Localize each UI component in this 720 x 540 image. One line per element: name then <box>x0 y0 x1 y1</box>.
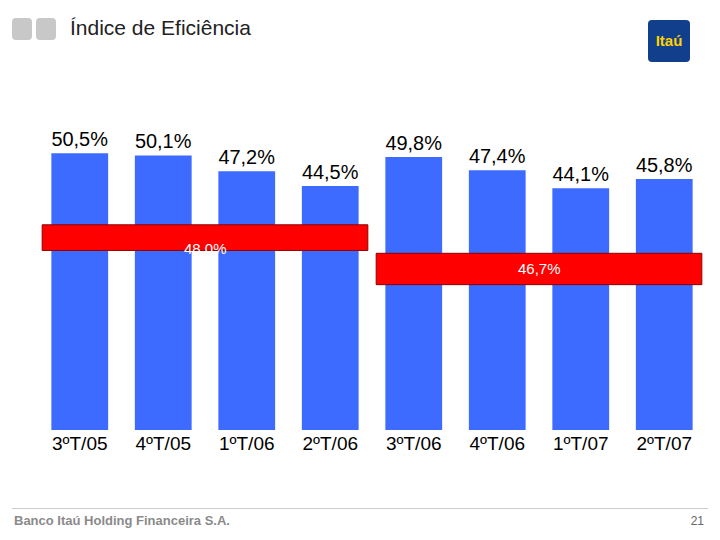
html-text:Itaú: Itaú <box>655 32 683 49</box>
svg-text:3ºT/06: 3ºT/06 <box>386 433 442 454</box>
svg-text:1ºT/07: 1ºT/07 <box>553 433 609 454</box>
svg-text:44,5%: 44,5% <box>302 161 359 183</box>
svg-text:50,1%: 50,1% <box>135 130 192 152</box>
svg-text:2ºT/07: 2ºT/07 <box>636 433 692 454</box>
svg-text:48,0%: 48,0% <box>184 240 227 257</box>
svg-text:46,7%: 46,7% <box>518 260 561 277</box>
svg-text:2ºT/06: 2ºT/06 <box>302 433 358 454</box>
svg-text:44,1%: 44,1% <box>552 163 609 185</box>
svg-text:47,4%: 47,4% <box>469 145 526 167</box>
svg-text:3ºT/05: 3ºT/05 <box>52 433 108 454</box>
html-text:21: 21 <box>690 514 704 528</box>
svg-text:47,2%: 47,2% <box>218 146 275 168</box>
svg-text:45,8%: 45,8% <box>636 154 693 176</box>
svg-text:50,5%: 50,5% <box>51 128 108 150</box>
svg-text:4ºT/06: 4ºT/06 <box>469 433 525 454</box>
html-text:Índice de Eficiência: Índice de Eficiência <box>70 16 251 39</box>
svg-text:4ºT/05: 4ºT/05 <box>135 433 191 454</box>
svg-text:1ºT/06: 1ºT/06 <box>219 433 275 454</box>
svg-text:49,8%: 49,8% <box>385 132 442 154</box>
html-text:Banco Itaú Holding Financeira: Banco Itaú Holding Financeira S.A. <box>14 513 230 528</box>
